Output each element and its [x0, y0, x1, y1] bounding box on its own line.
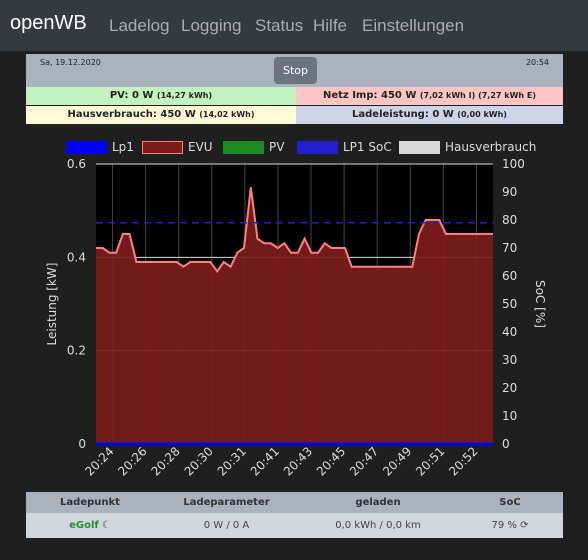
stop-button[interactable]: Stop: [274, 57, 317, 84]
geladen-value: 0,0 kWh / 0,0 km: [335, 520, 421, 531]
y2-tick-label: 40: [502, 325, 517, 339]
x-tick-label: 20:49: [380, 444, 414, 478]
table-header: Ladepunkt Ladeparameter geladen SoC: [26, 492, 563, 513]
header-ladeparameter: Ladeparameter: [183, 497, 270, 508]
ladeparameter-value: 0 W / 0 A: [203, 520, 250, 531]
nav-logging[interactable]: Logging: [181, 16, 242, 35]
y-tick-label: 0: [78, 437, 86, 451]
legend-swatch: [297, 141, 338, 154]
evu-area: [96, 187, 493, 445]
y2-tick-label: 70: [502, 241, 517, 255]
x-tick-label: 20:43: [281, 444, 315, 478]
haus-label: Hausverbrauch: 450 W: [67, 109, 196, 120]
x-tick-label: 20:52: [446, 444, 480, 478]
nav-status[interactable]: Status: [255, 16, 304, 35]
x-tick-label: 20:47: [347, 444, 381, 478]
time: 20:54: [525, 58, 549, 67]
legend-swatch: [223, 141, 264, 154]
haus-info: Hausverbrauch: 450 W (14,02 kWh): [26, 106, 296, 124]
soc-value[interactable]: 79 % ⟳: [457, 513, 563, 538]
y2-tick-label: 0: [502, 437, 510, 451]
ladepunkt-label: eGolf: [69, 520, 99, 531]
y2-tick-label: 80: [502, 213, 517, 227]
evu-line: [96, 187, 493, 274]
netz-detail: (7,02 kWh I) (7,27 kWh E): [419, 91, 537, 100]
legend-label: Hausverbrauch: [445, 140, 537, 154]
x-tick-label: 20:41: [248, 444, 282, 478]
status-panel: Sa, 19.12.2020 Stop 20:54 PV: 0 W (14,27…: [26, 54, 563, 125]
chart: 00.20.40.6010203040506070809010020:2420:…: [45, 157, 547, 479]
y2-tick-label: 50: [502, 297, 517, 311]
pv-info: PV: 0 W (14,27 kWh): [26, 87, 296, 105]
y2-tick-label: 20: [502, 381, 517, 395]
legend-swatch: [142, 141, 183, 154]
legend-label: EVU: [188, 140, 213, 154]
header-ladepunkt: Ladepunkt: [60, 497, 120, 508]
x-tick-label: 20:26: [115, 444, 149, 478]
lade-info: Ladeleistung: 0 W (0,00 kWh): [296, 106, 563, 124]
soc-text: 79 %: [491, 520, 517, 531]
nav-einstellungen[interactable]: Einstellungen: [362, 16, 465, 35]
y-tick-label: 0.6: [67, 157, 86, 171]
legend-label: LP1 SoC: [343, 140, 392, 154]
netz-info: Netz Imp: 450 W (7,02 kWh I) (7,27 kWh E…: [296, 87, 563, 105]
x-tick-label: 20:45: [314, 444, 348, 478]
nav-ladelog[interactable]: Ladelog: [109, 16, 170, 35]
navbar: openWB Ladelog Logging Status Hilfe Eins…: [0, 0, 588, 52]
header-geladen: geladen: [355, 497, 401, 508]
haus-detail: (14,02 kWh): [199, 110, 255, 119]
y-axis-label: Leistung [kW]: [45, 263, 59, 346]
y2-tick-label: 60: [502, 269, 517, 283]
x-tick-label: 20:51: [413, 444, 447, 478]
pv-detail: (14,27 kWh): [156, 91, 213, 100]
brand[interactable]: openWB: [10, 12, 87, 34]
nav-hilfe[interactable]: Hilfe: [313, 16, 348, 35]
x-tick-label: 20:31: [215, 444, 249, 478]
legend-label: PV: [269, 140, 285, 154]
y2-tick-label: 10: [502, 409, 517, 423]
legend-swatch: [66, 141, 107, 154]
table-row[interactable]: eGolf ☾ 0 W / 0 A 0,0 kWh / 0,0 km 79 % …: [26, 513, 563, 538]
netz-label: Netz Imp: 450 W: [322, 90, 417, 101]
legend-label: Lp1: [112, 140, 134, 154]
legend-swatch: [399, 141, 440, 154]
y2-tick-label: 90: [502, 185, 517, 199]
y2-axis-label: SoC [%]: [533, 280, 547, 328]
refresh-icon[interactable]: ⟳: [520, 520, 529, 531]
ladepunkt-name[interactable]: eGolf ☾: [26, 513, 154, 538]
x-tick-label: 20:28: [148, 444, 182, 478]
y-tick-label: 0.2: [67, 344, 86, 358]
x-tick-label: 20:24: [82, 444, 116, 478]
lade-label: Ladeleistung: 0 W: [352, 109, 454, 120]
date: Sa, 19.12.2020: [40, 58, 101, 67]
y-tick-label: 0.4: [67, 250, 86, 264]
header-soc: SoC: [499, 497, 521, 508]
pv-label: PV: 0 W: [109, 90, 154, 101]
status-topbar: Sa, 19.12.2020 Stop 20:54: [26, 54, 563, 87]
chargepoint-table: Ladepunkt Ladeparameter geladen SoC eGol…: [26, 492, 563, 538]
moon-icon: ☾: [101, 520, 111, 531]
y2-tick-label: 100: [502, 157, 525, 171]
x-tick-label: 20:30: [182, 444, 216, 478]
lade-detail: (0,00 kWh): [457, 110, 507, 119]
y2-tick-label: 30: [502, 353, 517, 367]
